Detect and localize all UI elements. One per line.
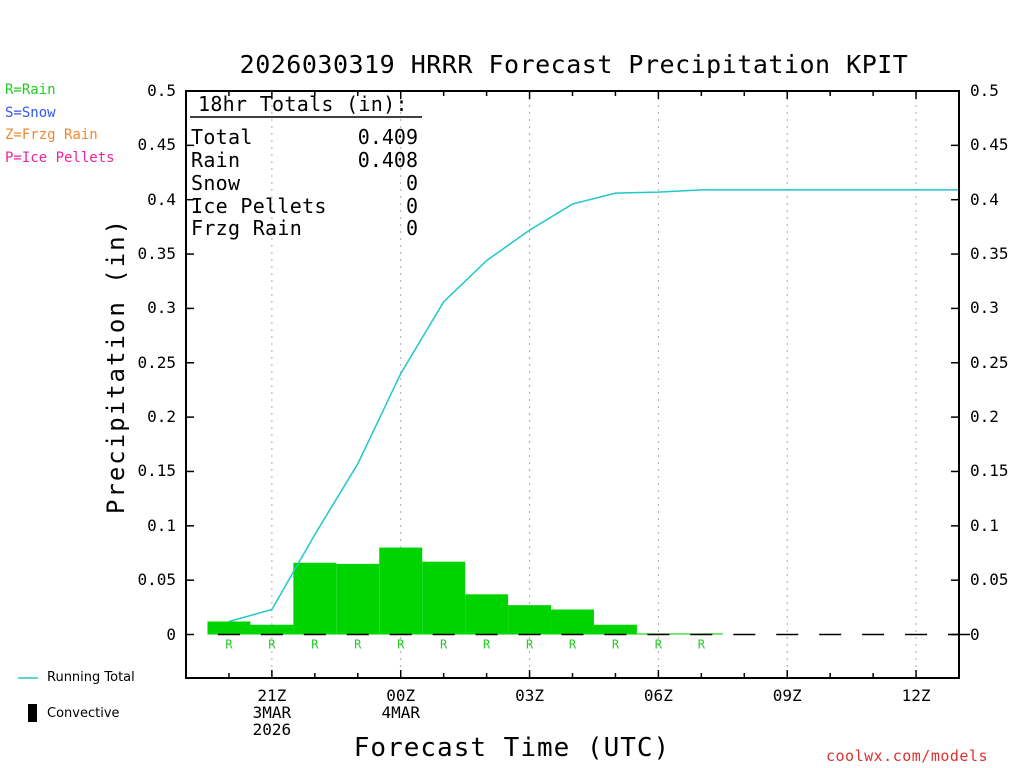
x-tick-label-12Z: 12Z [871, 687, 961, 704]
totals-label-snow: Snow [191, 171, 241, 195]
totals-value-frzg-rain: 0 [405, 216, 418, 240]
convective-legend-swatch [28, 704, 37, 722]
precip-type-marker: R [698, 638, 706, 652]
x-tick-label-line: 3MAR [252, 703, 292, 722]
y-tick-label-left: 0.35 [137, 244, 176, 264]
y-tick-label-right: 0.15 [970, 461, 1009, 481]
y-axis-label: Precipitation (in) [102, 217, 130, 515]
y-tick-label-left: 0.1 [147, 515, 176, 535]
x-tick-label-06Z: 06Z [613, 687, 703, 704]
precip-type-marker: R [397, 638, 405, 652]
legend-snow: S=Snow [5, 105, 56, 121]
x-tick-label-00Z: 00Z 4MAR [356, 687, 446, 721]
precip-type-marker: R [225, 638, 233, 652]
legend-frzg-rain: Z=Frzg Rain [5, 127, 98, 143]
precip-type-marker: R [268, 638, 276, 652]
x-tick-label-line: 03Z [515, 686, 544, 705]
y-tick-label-right: 0.25 [970, 352, 1009, 372]
precip-type-marker: R [526, 638, 534, 652]
y-tick-label-left: 0 [166, 624, 176, 644]
x-tick-label-line: 4MAR [381, 703, 420, 722]
x-tick-label-03Z: 03Z [485, 687, 575, 704]
totals-label-frzg-rain: Frzg Rain [191, 216, 303, 240]
y-tick-label-left: 0.3 [147, 298, 176, 318]
precip-type-marker: R [354, 638, 362, 652]
precip-type-marker: R [311, 638, 319, 652]
y-tick-label-right: 0.5 [970, 81, 999, 100]
precip-bar [593, 624, 637, 635]
y-tick-label-right: 0.35 [970, 244, 1009, 264]
y-tick-label-left: 0.45 [137, 135, 176, 155]
x-tick-label-line: 21Z [257, 686, 287, 705]
x-tick-label-line: 00Z [386, 686, 416, 705]
y-tick-label-right: 0.4 [970, 189, 999, 209]
precip-bar [422, 561, 466, 635]
credit-text: coolwx.com/models [826, 747, 989, 765]
totals-header: 18hr Totals (in): [198, 92, 408, 116]
y-tick-label-left: 0.4 [147, 189, 176, 209]
chart-title: 2026030319 HRRR Forecast Precipitation K… [239, 50, 909, 79]
precip-type-marker: R [483, 638, 491, 652]
precip-type-marker: R [440, 638, 448, 652]
precip-bar [207, 621, 251, 635]
y-tick-label-left: 0.2 [147, 407, 176, 427]
x-tick-label-line: 09Z [772, 686, 802, 705]
convective-legend-label: Convective [47, 706, 120, 721]
y-tick-label-left: 0.15 [137, 461, 176, 481]
precip-bar [293, 562, 337, 635]
precip-bar [465, 594, 509, 635]
y-tick-label-right: 0.3 [970, 298, 999, 318]
precip-bar [379, 547, 423, 635]
x-tick-label-09Z: 09Z [742, 687, 832, 704]
y-tick-label-left: 0.5 [147, 81, 176, 100]
totals-value-ice-pellets: 0 [405, 194, 418, 218]
y-tick-label-right: 0.1 [970, 515, 999, 535]
precip-bar [336, 563, 380, 635]
y-tick-label-right: 0.45 [970, 135, 1009, 155]
totals-label-rain: Rain [191, 148, 241, 172]
y-tick-label-right: 0 [970, 624, 980, 644]
totals-value-snow: 0 [405, 171, 418, 195]
x-tick-label-line: 2026 [252, 720, 292, 739]
totals-value-rain: 0.408 [357, 148, 418, 172]
plot-frame [185, 90, 960, 679]
precip-bar [508, 605, 552, 635]
x-axis-label: Forecast Time (UTC) [353, 733, 671, 763]
y-tick-label-left: 0.25 [137, 352, 176, 372]
legend-rain: R=Rain [5, 82, 56, 98]
totals-value-total: 0.409 [357, 125, 418, 149]
precip-bar [250, 624, 294, 635]
x-tick-label-line: 12Z [901, 686, 931, 705]
totals-label-ice-pellets: Ice Pellets [191, 194, 327, 218]
running-total-legend-label: Running Total [47, 670, 135, 685]
x-tick-label-line: 06Z [643, 686, 673, 705]
y-tick-label-left: 0.05 [137, 570, 176, 590]
totals-label-total: Total [191, 125, 253, 149]
running-total-line [228, 189, 959, 623]
x-tick-label-21Z: 21Z 3MAR 2026 [227, 687, 317, 738]
precip-type-marker: R [612, 638, 620, 652]
precip-type-marker: R [655, 638, 663, 652]
y-tick-label-right: 0.05 [970, 570, 1009, 590]
precip-type-marker: R [569, 638, 577, 652]
y-tick-label-right: 0.2 [970, 407, 999, 427]
legend-ice-pellets: P=Ice Pellets [5, 150, 115, 166]
precip-bar [551, 609, 594, 635]
